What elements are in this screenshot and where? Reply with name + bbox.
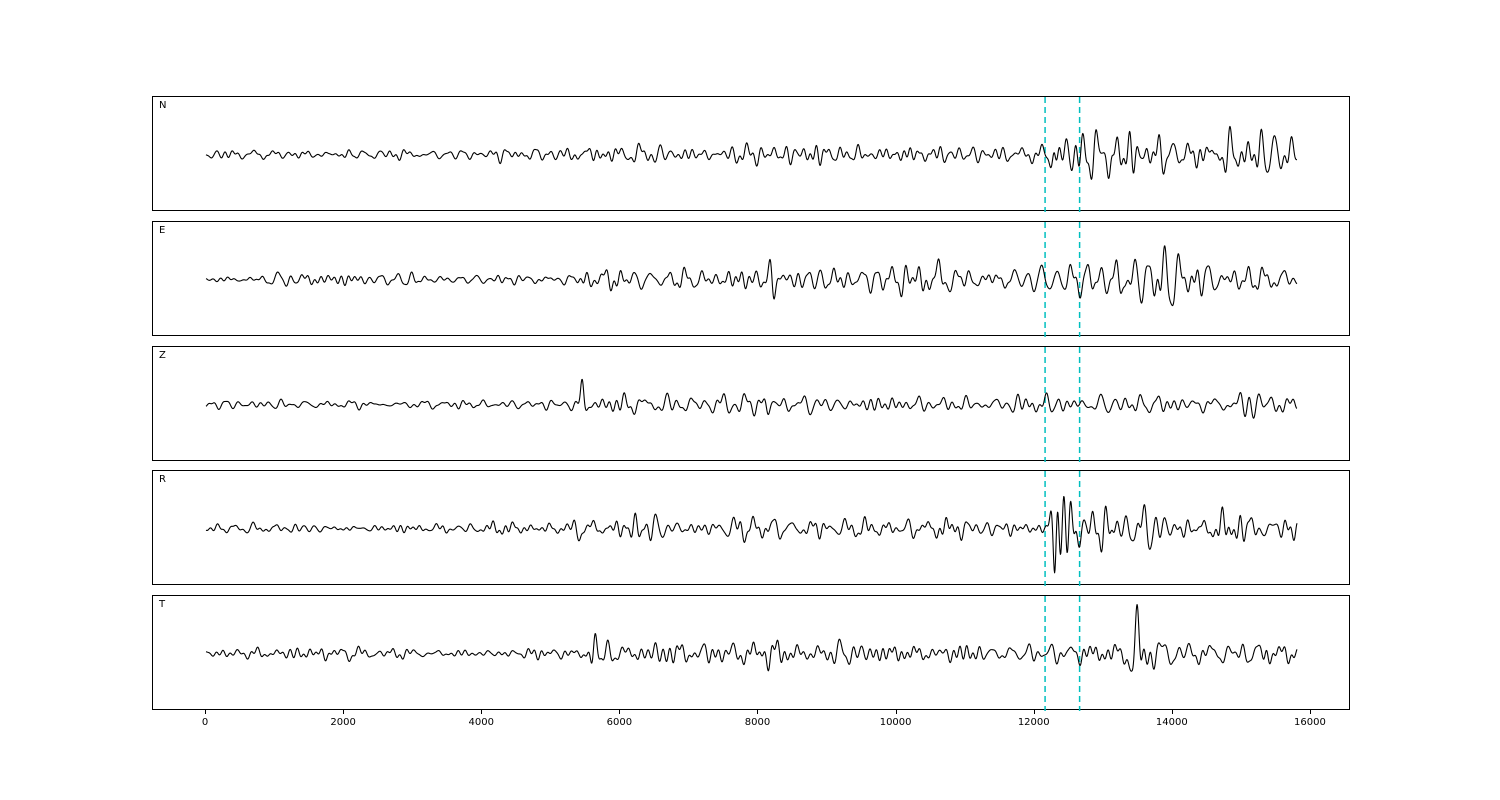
panel-E: E (152, 220, 1350, 337)
x-tick (481, 710, 483, 714)
seismic-trace-R (205, 496, 1298, 574)
panel-label-T: T (159, 599, 166, 610)
panel-Z: Z (152, 345, 1350, 462)
trace-plot-R (205, 471, 1298, 587)
panel-N: N (152, 96, 1350, 212)
x-tick-label: 12000 (1017, 717, 1050, 728)
seismic-trace-Z (205, 378, 1298, 419)
seismic-trace-E (205, 245, 1298, 306)
x-tick (1309, 710, 1311, 714)
panel-label-Z: Z (159, 349, 166, 361)
x-tick (1033, 710, 1035, 714)
x-tick-label: 6000 (606, 717, 633, 728)
panel-label-E: E (159, 224, 166, 236)
x-tick (619, 710, 621, 714)
panel-label-N: N (159, 100, 167, 111)
trace-plot-E (205, 221, 1298, 337)
trace-plot-N (205, 97, 1298, 212)
x-tick (1171, 710, 1173, 714)
x-tick-label: 16000 (1294, 717, 1326, 728)
x-tick (895, 710, 897, 714)
x-tick (205, 710, 207, 714)
x-tick-label: 2000 (330, 717, 356, 728)
seismogram-figure: N E Z R T 0 2000 4000 6000 8000 10000 12000 14000 160… (152, 96, 1350, 736)
x-tick (343, 710, 345, 714)
panel-T: T (152, 595, 1350, 711)
x-tick-label: 4000 (468, 717, 494, 728)
seismic-trace-N (205, 125, 1298, 180)
x-tick-label: 10000 (879, 717, 912, 728)
x-tick-label: 8000 (744, 717, 771, 728)
trace-plot-T (205, 596, 1298, 711)
panel-R: R (152, 470, 1350, 587)
x-tick-label: 0 (201, 717, 209, 728)
x-tick-label: 14000 (1155, 717, 1188, 728)
trace-plot-Z (205, 346, 1298, 462)
seismic-trace-T (205, 604, 1298, 672)
x-tick (757, 710, 759, 714)
panel-label-R: R (159, 474, 166, 486)
